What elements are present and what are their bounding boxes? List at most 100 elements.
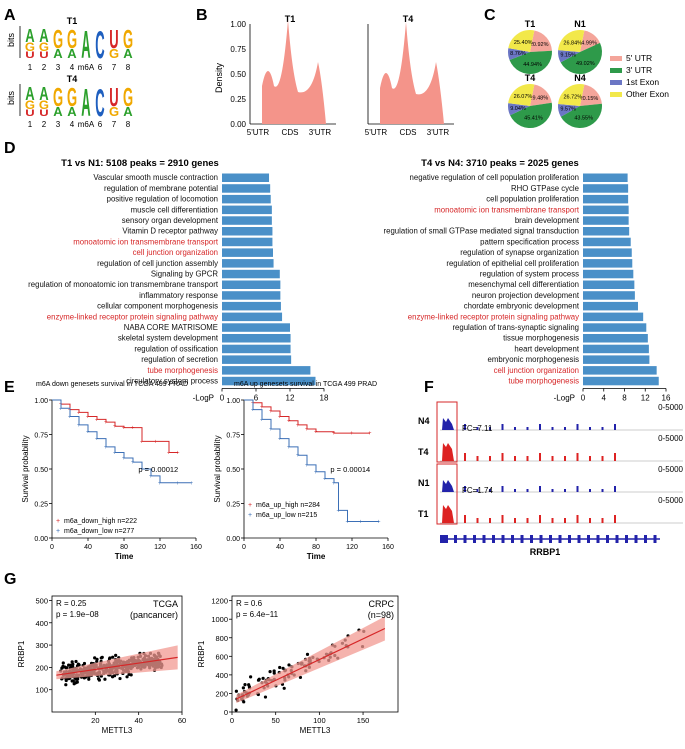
logo-pos-2b: 2 — [42, 120, 47, 129]
pie-title: N1 — [574, 19, 586, 29]
pie-slice — [508, 30, 535, 52]
bar — [583, 334, 648, 343]
km-xtick: 160 — [382, 544, 394, 551]
igv-track-label: N4 — [418, 416, 430, 426]
igv-signal — [601, 427, 604, 430]
bar — [583, 280, 635, 289]
igv-signal — [476, 456, 479, 461]
bar — [222, 312, 283, 322]
bar-category-label: Vitamin D receptor pathway — [122, 227, 218, 236]
bar — [583, 312, 644, 322]
legend-label-utr5: 5' UTR — [626, 53, 652, 63]
scatter-ytick: 400 — [215, 671, 228, 680]
logo-letter: U — [25, 109, 34, 119]
igv-signal — [464, 453, 466, 461]
bar — [222, 184, 271, 193]
bar — [583, 366, 657, 375]
bar-category-label: chordate embryonic development — [464, 302, 580, 311]
scatter-plot-right: 0 200 400 600 800 1000 1200 0 50 100 150 METTL3 RRBP… — [197, 595, 399, 735]
igv-signal — [551, 518, 554, 523]
igv-highlight-box — [436, 463, 458, 525]
density-xtick-utr5-t1: 5'UTR — [247, 128, 270, 137]
bar — [583, 376, 659, 386]
km-censor-mark: + — [86, 430, 90, 436]
logo-letter: A — [39, 27, 48, 47]
igv-signal — [551, 427, 554, 430]
km-curve — [52, 399, 192, 484]
scatter-plot-left: 100 200 300 400 500 20 40 60 METTL3 RRBP1 R = 0.25… — [17, 595, 186, 735]
bar-category-label: negative regulation of cell population p… — [410, 173, 579, 182]
scatter-point — [114, 653, 118, 657]
pie-slice-label: 9.57% — [560, 107, 576, 113]
km-censor-mark: + — [122, 426, 126, 432]
logo-letter: A — [81, 82, 90, 125]
density-xtick-utr5-t4: 5'UTR — [365, 128, 388, 137]
bar-category-label: regulation of ossification — [134, 344, 218, 353]
scatter-point — [263, 695, 268, 699]
km-plot-left: 0.00 0.25 0.50 0.75 1.00 0 40 80 120 160 Time Survi… — [21, 398, 202, 561]
pie-slice-label: 25.40% — [514, 40, 533, 46]
bar-xtick: 16 — [662, 394, 671, 403]
logo-letter: A — [123, 104, 133, 119]
scatter-point — [241, 686, 245, 690]
bar — [583, 259, 633, 268]
logo-letter: U — [25, 51, 34, 61]
scatter-point — [70, 660, 74, 664]
igv-signal — [526, 489, 529, 492]
km-pvalue: p = 0.00014 — [330, 465, 370, 474]
pie-slice-label: 9.15% — [560, 52, 576, 58]
logo-letter: A — [81, 24, 90, 67]
scatter-stat-r: R = 0.6 — [236, 599, 263, 608]
km-legend-mark: + — [248, 502, 252, 509]
km-censor-mark: + — [278, 415, 282, 421]
igv-signal — [551, 456, 554, 461]
bar — [583, 205, 629, 215]
km-censor-mark: + — [140, 467, 144, 473]
igv-signal — [501, 515, 504, 523]
logo-pos-4: 4 — [70, 63, 75, 72]
pie-title: N4 — [574, 73, 586, 83]
pie-slice-label: 20.15% — [580, 96, 599, 102]
scatter-ytick: 200 — [35, 663, 48, 672]
bar — [583, 323, 647, 332]
pie-slice — [530, 30, 552, 52]
bar — [583, 301, 638, 311]
km-censor-mark: + — [377, 519, 381, 525]
igv-signal — [489, 489, 491, 492]
panel-f: N4 0-5000 T4 0-5000 FC=7.11 N1 0-5000 T1 0-5000 F… — [418, 401, 684, 557]
density-xtick-utr3-t4: 3'UTR — [427, 128, 450, 137]
pie-slice — [509, 50, 552, 74]
density-title-t4: T4 — [403, 14, 414, 24]
logo-letter: C — [95, 24, 104, 67]
km-censor-mark: + — [332, 431, 336, 437]
logo-letter: A — [25, 27, 34, 47]
km-censor-mark: + — [122, 456, 126, 462]
km-pvalue: p = 0.00012 — [138, 465, 178, 474]
scatter-point — [272, 671, 276, 675]
km-censor-mark: + — [68, 415, 72, 421]
igv-signal — [501, 486, 504, 492]
density-area-t1 — [262, 20, 326, 124]
scatter-stat-p: p = 1.9e−08 — [56, 610, 99, 619]
km-plot-right: 0.00 0.25 0.50 0.75 1.00 0 40 80 120 160 Time Survi… — [213, 398, 394, 561]
bar — [222, 323, 290, 332]
igv-signal — [514, 518, 516, 523]
km-censor-mark: + — [77, 423, 81, 429]
km-censor-mark: + — [269, 409, 273, 415]
gene-exon — [511, 535, 514, 543]
scatter-point — [60, 666, 64, 670]
scatter-point — [305, 652, 310, 657]
logo-letter: A — [39, 85, 48, 105]
bar-category-label: pattern specification process — [480, 237, 579, 246]
gene-exon — [558, 535, 562, 543]
bar — [222, 355, 292, 364]
scatter-xtick: 150 — [357, 716, 370, 725]
km-censor-mark: + — [314, 470, 318, 476]
scatter-point — [93, 656, 97, 660]
gene-exon — [440, 535, 448, 543]
km-censor-mark: + — [113, 450, 117, 456]
bar-category-label: cell junction organization — [133, 248, 218, 257]
bar — [222, 194, 271, 204]
